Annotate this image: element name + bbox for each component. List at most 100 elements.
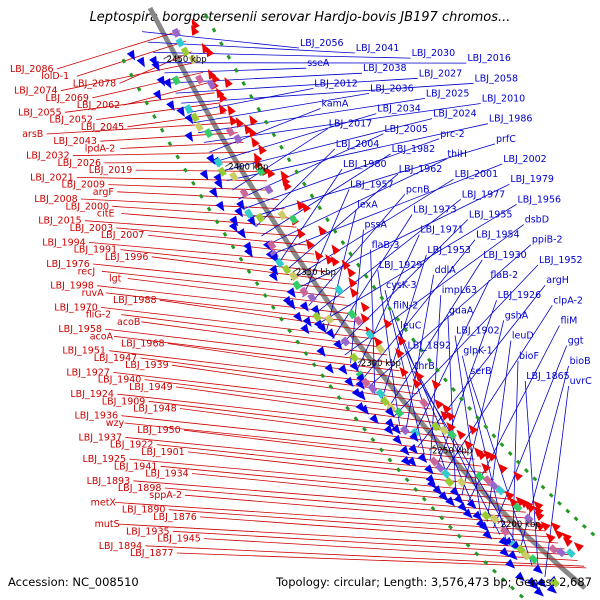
right-gene-label: kamA <box>322 99 349 110</box>
left-gene-label: LBJ_1934 <box>145 469 189 480</box>
reverse-gene-arrow <box>296 228 306 239</box>
reverse-gene-arrow <box>533 506 544 517</box>
right-gene-labels: LBJ_2056 LBJ_2041 LBJ_2030 LBJ_2016 sseA LBJ_… <box>300 38 592 387</box>
right-gene-label: serB <box>470 366 491 377</box>
left-gene-label: mutS <box>95 519 120 530</box>
tick-label: 2300 kbp <box>361 359 401 369</box>
forward-gene-arrow <box>338 364 348 375</box>
forward-gene-arrow <box>176 106 185 118</box>
cog-block <box>334 284 344 295</box>
right-connector <box>544 385 569 578</box>
right-gene-label: LBJ_1865 <box>526 371 570 382</box>
right-gene-label: LBJ_1979 <box>510 174 554 185</box>
right-connector <box>326 209 357 331</box>
reverse-gene-arrow <box>348 277 358 288</box>
scale-ticks: 2450 kbp 2400 kbp 2350 kbp 2300 kbp 2250 kbp… <box>163 54 541 530</box>
reverse-gene-arrow <box>463 439 474 450</box>
cog-block <box>431 421 441 432</box>
right-gene-label: pssA <box>365 220 388 231</box>
left-connector <box>105 328 394 364</box>
right-gene-label: LBJ_2001 <box>455 169 499 180</box>
forward-gene-arrow <box>126 49 136 61</box>
cog-block <box>565 548 576 559</box>
right-gene-label: thiH <box>447 149 467 160</box>
cog-block <box>190 112 200 123</box>
cog-block <box>495 485 506 496</box>
left-gene-label: LBJ_1998 <box>50 281 94 292</box>
right-gene-label: LBJ_1977 <box>462 189 506 200</box>
left-gene-label: LBJ_1890 <box>122 505 166 516</box>
forward-gene-arrow <box>316 346 326 357</box>
right-gene-label: LBJ_2025 <box>426 88 470 99</box>
left-connector <box>76 40 186 77</box>
forward-gene-arrow <box>505 558 516 569</box>
reverse-gene-arrow <box>431 379 441 390</box>
left-connector <box>164 487 533 519</box>
left-connector <box>60 61 198 92</box>
outer-dash <box>294 169 300 175</box>
forward-gene-arrow <box>453 494 464 505</box>
outer-dash <box>370 437 376 443</box>
left-connector <box>184 494 539 526</box>
outer-dash <box>426 357 432 363</box>
outer-dash <box>475 415 481 421</box>
forward-gene-arrow <box>515 571 526 582</box>
left-connector <box>104 161 256 164</box>
cog-block <box>474 471 485 482</box>
cog-block <box>203 128 214 139</box>
left-gene-label: LBJ_1894 <box>99 541 143 552</box>
right-gene-label: argH <box>546 275 569 286</box>
tick-label: 2350 kbp <box>296 268 336 278</box>
reverse-gene-arrow <box>519 498 530 509</box>
forward-gene-arrow <box>466 499 477 510</box>
right-connector <box>296 183 510 289</box>
left-gene-label: metX <box>91 497 117 508</box>
left-gene-label: lpdA-2 <box>85 144 115 155</box>
left-gene-label: LBJ_2003 <box>70 223 114 234</box>
right-connector <box>461 355 507 541</box>
forward-gene-arrow <box>546 583 557 594</box>
right-connector <box>350 229 364 364</box>
left-gene-label: LBJ_2045 <box>81 122 125 133</box>
cog-block <box>188 54 198 65</box>
cog-block <box>549 577 560 588</box>
cog-block <box>324 314 335 325</box>
right-gene-label: LBJ_2041 <box>356 43 400 54</box>
outer-dash <box>332 228 338 234</box>
cog-block <box>515 544 526 555</box>
outer-dash <box>219 41 224 47</box>
right-gene-label: LBJ_2027 <box>419 68 463 79</box>
reverse-gene-arrow <box>513 471 523 482</box>
right-gene-label: guaA <box>449 305 474 316</box>
outer-dash <box>191 180 196 186</box>
right-gene-label: prc-2 <box>440 129 464 140</box>
outer-dash <box>129 72 134 78</box>
forward-gene-arrow <box>333 339 343 351</box>
right-gene-label: leuD <box>512 331 534 342</box>
outer-dash <box>581 523 587 529</box>
outer-dash <box>557 500 562 506</box>
reverse-gene-arrow <box>283 180 292 191</box>
forward-gene-arrow <box>507 550 518 561</box>
right-gene-label: ddlA <box>435 265 457 276</box>
right-connector <box>447 315 456 489</box>
outer-dash <box>387 457 393 463</box>
cog-block <box>194 121 204 132</box>
forward-gene-arrow <box>286 299 296 310</box>
cog-block <box>482 475 493 486</box>
reverse-gene-arrow <box>440 410 450 421</box>
outer-dash <box>336 395 342 401</box>
right-gene-label: LBJ_2012 <box>314 78 358 89</box>
forward-gene-arrow <box>408 443 418 455</box>
right-connector <box>442 305 553 476</box>
outer-dash <box>395 316 401 322</box>
right-connector <box>411 279 490 440</box>
forward-gene-arrow <box>399 445 410 456</box>
cog-block <box>206 79 217 90</box>
left-gene-label: LBJ_2052 <box>49 115 93 126</box>
outer-dash <box>483 560 489 566</box>
forward-gene-arrow <box>136 56 145 68</box>
left-connector <box>56 30 181 70</box>
forward-gene-arrow <box>383 424 394 436</box>
